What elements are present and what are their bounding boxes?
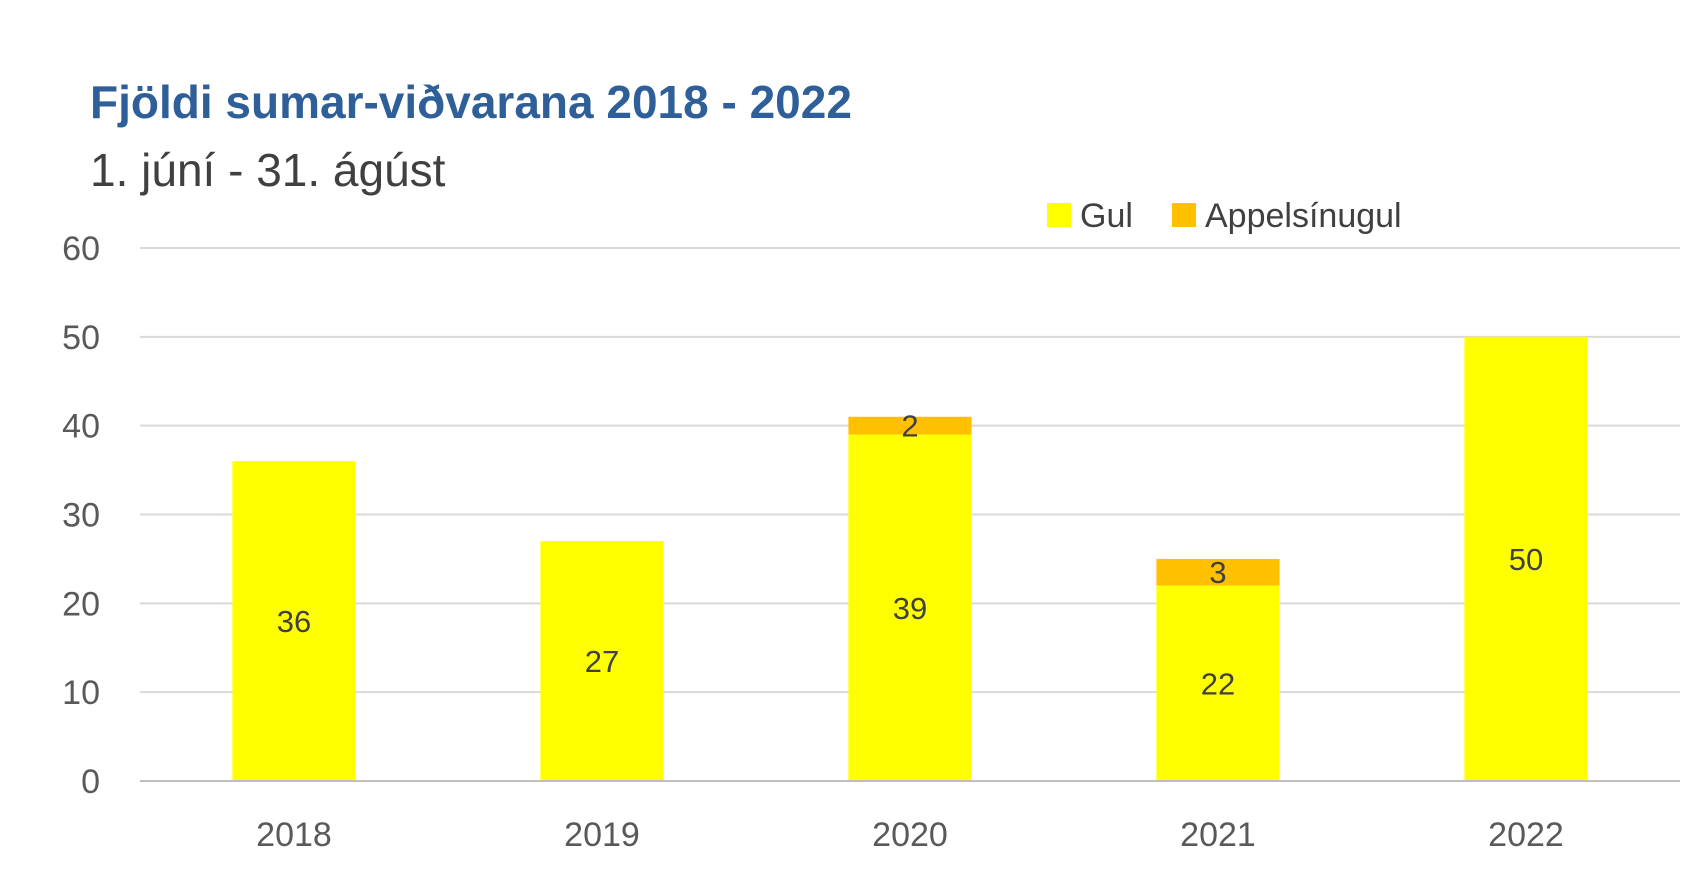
bar-appelsinugul-2021 [1156,558,1280,586]
x-tick-label-2021: 2021 [1180,816,1256,854]
x-tick-label-2022: 2022 [1488,816,1564,854]
bar-appelsinugul-2020 [848,416,972,435]
x-tick-label-2019: 2019 [564,816,640,854]
bar-gul-2020 [848,434,972,781]
x-tick-label-2020: 2020 [872,816,948,854]
data-label-gul-2019: 27 [585,644,619,679]
chart-title: Fjöldi sumar-viðvarana 2018 - 2022 [90,76,852,128]
bar-gul-2021 [1156,585,1280,781]
bar-gul-2022 [1464,336,1588,781]
y-tick-label-20: 20 [62,585,100,623]
legend: Gul Appelsínugul [1047,197,1402,235]
x-tick-label-2018: 2018 [256,816,332,854]
y-tick-label-0: 0 [81,763,100,801]
y-tick-label-30: 30 [62,497,100,535]
chart-subtitle: 1. júní - 31. ágúst [90,144,446,196]
data-label-gul-2022: 50 [1509,542,1543,577]
bar-gul-2019 [540,541,664,781]
legend-swatch-appelsinugul [1172,203,1196,227]
legend-label-gul: Gul [1080,197,1133,235]
data-label-gul-2021: 22 [1201,666,1235,701]
bars [232,336,1588,781]
data-label-appelsinugul-2020: 2 [901,409,918,444]
data-label-appelsinugul-2021: 3 [1209,555,1226,590]
x-axis-ticks: 2018 2019 2020 2021 2022 [256,816,1564,854]
bar-gul-2018 [232,461,356,781]
y-tick-label-10: 10 [62,674,100,712]
legend-swatch-gul [1047,203,1071,227]
y-axis-ticks: 0 10 20 30 40 50 60 [62,230,100,801]
data-label-gul-2020: 39 [893,591,927,626]
y-tick-label-60: 60 [62,230,100,268]
y-tick-label-40: 40 [62,408,100,446]
data-label-gul-2018: 36 [277,604,311,639]
legend-label-appelsinugul: Appelsínugul [1205,197,1402,235]
y-tick-label-50: 50 [62,319,100,357]
